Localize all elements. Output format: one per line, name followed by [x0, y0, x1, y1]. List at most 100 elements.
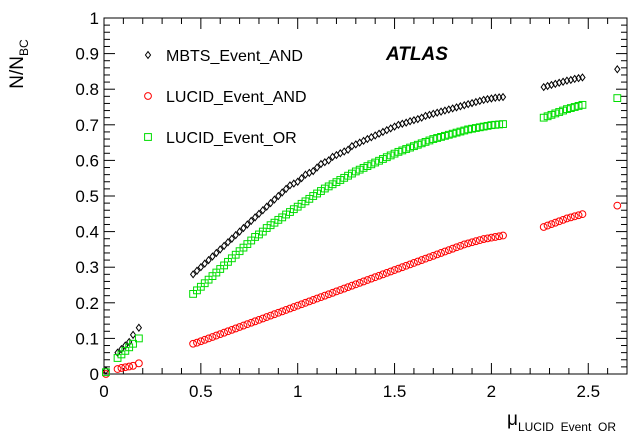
legend: MBTS_Event_AND LUCID_Event_AND LUCID_Event… [144, 48, 307, 147]
data-point [212, 331, 221, 340]
data-point [224, 327, 232, 336]
y-axis-title: N/NBC [7, 39, 31, 89]
data-point [217, 245, 224, 254]
x-tick-label: 1 [293, 382, 302, 401]
data-point [386, 267, 395, 276]
data-point [344, 283, 352, 292]
data-point [255, 315, 263, 324]
y-axis-title-main: N/N [7, 56, 28, 89]
data-point [134, 359, 143, 368]
data-point [243, 320, 252, 329]
data-point [613, 201, 622, 210]
data-point [289, 303, 298, 311]
data-point [125, 362, 134, 371]
data-point [267, 198, 274, 208]
data-point [205, 255, 212, 265]
data-point [456, 241, 465, 250]
data-point [255, 209, 263, 219]
data-point [275, 191, 282, 201]
data-point [197, 262, 205, 272]
data-point [359, 277, 368, 286]
data-point [340, 284, 349, 293]
data-point [305, 297, 314, 306]
y-tick-label: 0.2 [75, 294, 99, 313]
data-point [232, 230, 239, 240]
data-point [578, 210, 587, 219]
data-point [248, 216, 255, 226]
data-point [570, 212, 579, 221]
data-point [208, 333, 217, 341]
data-point [344, 145, 352, 154]
data-point [129, 330, 137, 340]
data-point [310, 166, 317, 176]
y-tick-label: 0.3 [75, 258, 99, 277]
data-point [258, 314, 267, 323]
data-point [274, 308, 283, 317]
legend-label: LUCID_Event_AND [166, 89, 307, 106]
x-tick-label: 0 [99, 382, 108, 401]
data-point [279, 188, 286, 197]
data-point [398, 263, 407, 272]
tick-labels: 0 0.5 1 1.5 2 2.5 0 0.1 0.2 0.3 0.4 0.5 0.6 0.7 0.8 0.9… [75, 9, 600, 401]
data-point [402, 261, 411, 270]
data-point [479, 235, 488, 243]
data-point [266, 311, 275, 320]
data-point [240, 223, 247, 233]
data-point [259, 206, 267, 215]
data-point [200, 335, 209, 344]
data-point [574, 211, 583, 220]
data-point [216, 330, 225, 339]
data-point [367, 274, 376, 283]
data-point [452, 243, 461, 252]
data-point [491, 233, 500, 241]
legend-marker [144, 50, 152, 60]
y-tick-label: 0.1 [75, 329, 99, 348]
data-point [363, 276, 372, 284]
data-point [224, 238, 232, 247]
data-point [441, 247, 449, 256]
series-mbts-event-and [102, 65, 621, 375]
data-point [613, 94, 622, 102]
data-point [579, 73, 586, 82]
data-point [559, 215, 567, 224]
data-point [413, 257, 422, 266]
y-tick-label: 0.4 [75, 223, 99, 242]
data-point [394, 264, 403, 273]
x-axis-title: μLUCID Event OR [507, 409, 616, 434]
series-lucid-event-or [102, 94, 622, 377]
data-point [437, 249, 445, 257]
x-tick-label: 2 [487, 382, 496, 401]
data-point [332, 287, 341, 296]
data-point [563, 214, 571, 223]
data-point [390, 266, 399, 274]
axis-ticks [103, 17, 628, 375]
data-point [499, 92, 507, 102]
data-point [251, 213, 259, 222]
data-point [375, 271, 383, 280]
data-point [129, 339, 137, 348]
data-point [189, 339, 198, 348]
data-point [351, 280, 360, 289]
data-point [543, 221, 552, 230]
data-point [209, 252, 216, 261]
data-point [429, 251, 438, 260]
plot-frame [103, 17, 628, 375]
data-point [244, 220, 251, 229]
data-point [614, 65, 621, 74]
data-point [328, 288, 337, 297]
data-point [355, 278, 364, 287]
data-point [309, 296, 318, 304]
data-point [406, 260, 414, 269]
data-point [468, 238, 476, 247]
data-point [251, 317, 259, 326]
data-point [282, 184, 290, 194]
data-point [193, 338, 201, 347]
data-point [301, 298, 310, 307]
data-point [294, 177, 301, 186]
data-point [247, 318, 256, 327]
data-point [320, 291, 329, 300]
data-point [348, 281, 356, 290]
data-point [228, 234, 236, 243]
data-point [278, 307, 287, 316]
